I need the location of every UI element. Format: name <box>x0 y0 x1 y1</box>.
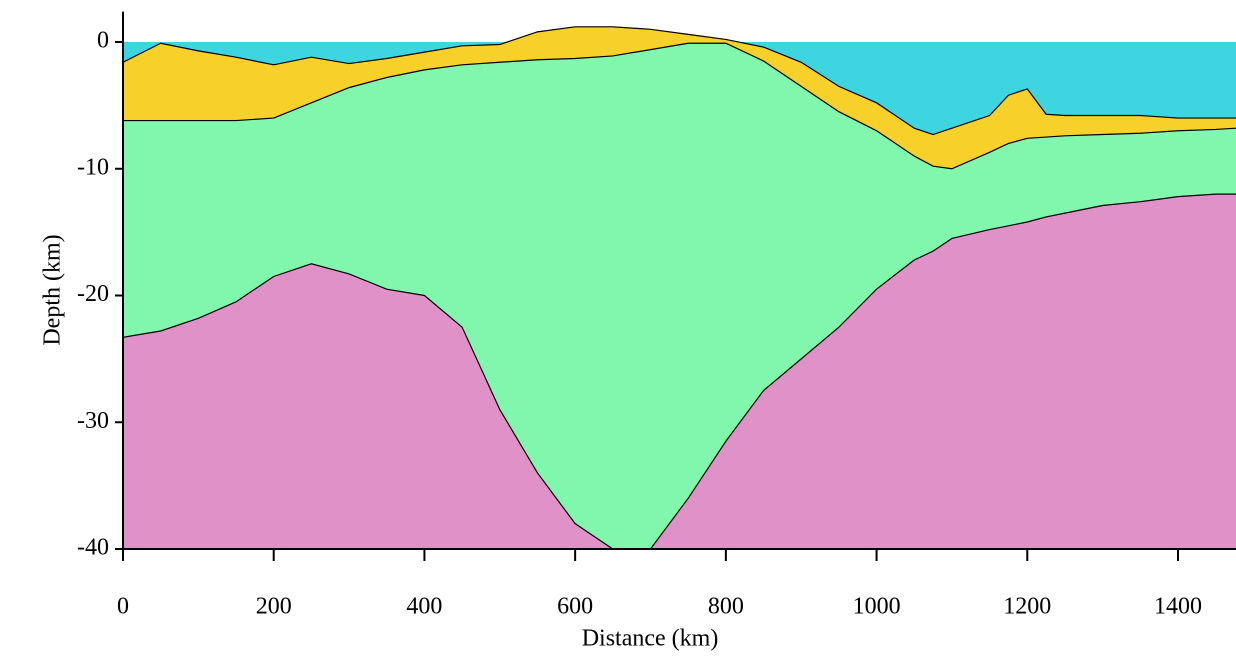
y-tick-label: 0 <box>97 28 109 54</box>
x-tick-label: 1000 <box>853 594 901 620</box>
y-axis-label: Depth (km) <box>40 234 66 345</box>
y-tick-label: -20 <box>77 281 109 307</box>
y-tick-label: -40 <box>77 535 109 561</box>
x-tick-label: 0 <box>117 594 129 620</box>
chart: Depth (km) Distance (km) 0 -10 -20 -30 -40 0 2… <box>0 0 1236 656</box>
x-tick-label: 800 <box>708 594 744 620</box>
x-tick-label: 400 <box>406 594 442 620</box>
y-tick-label: -10 <box>77 154 109 180</box>
x-axis-label: Distance (km) <box>582 626 719 652</box>
x-tick-label: 600 <box>557 594 593 620</box>
x-tick-label: 1200 <box>1003 594 1051 620</box>
y-tick-label: -30 <box>77 408 109 434</box>
x-tick-label: 1400 <box>1154 594 1202 620</box>
x-tick-label: 200 <box>256 594 292 620</box>
